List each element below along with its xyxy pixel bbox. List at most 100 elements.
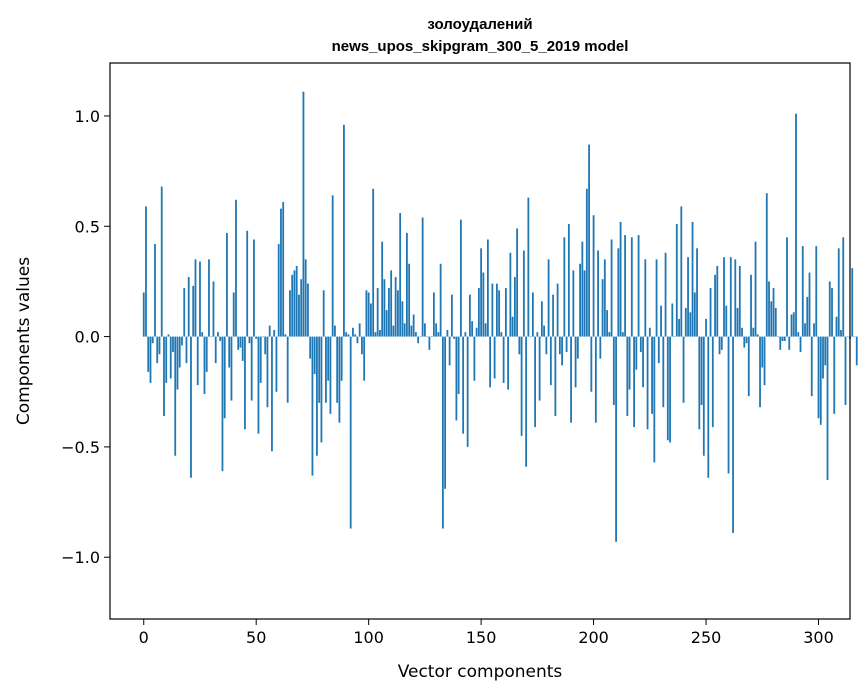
bar-74	[309, 336, 312, 359]
bar-107	[383, 279, 386, 337]
bar-128	[430, 336, 433, 338]
bar-151	[482, 272, 485, 337]
bar-188	[565, 336, 568, 353]
bar-38	[228, 336, 231, 368]
bar-170	[525, 336, 528, 467]
bar-87	[338, 336, 341, 423]
x-tick-label: 200	[578, 628, 609, 647]
bar-52	[259, 336, 262, 383]
bar-308	[835, 316, 838, 337]
bar-190	[570, 336, 572, 423]
bar-181	[549, 336, 552, 386]
bar-275	[761, 336, 764, 368]
bar-217	[630, 237, 633, 337]
bar-163	[509, 252, 512, 337]
bar-134	[444, 336, 447, 489]
bar-233	[666, 336, 669, 441]
bar-44	[241, 336, 244, 361]
bar-200	[592, 215, 595, 337]
bar-169	[522, 250, 525, 337]
bar-73	[307, 283, 309, 337]
x-axis-ticks: 0 50 100 150 200 250 300	[139, 619, 834, 647]
bar-238	[678, 318, 680, 337]
bar-75	[311, 336, 314, 476]
bar-2	[147, 336, 150, 372]
bar-17	[181, 336, 183, 346]
bar-122	[417, 336, 420, 344]
bar-152	[484, 323, 487, 337]
bar-124	[421, 217, 424, 337]
bar-157	[495, 283, 498, 337]
bar-21	[190, 336, 192, 478]
bar-254	[714, 274, 716, 337]
bar-266	[741, 327, 743, 337]
bar-148	[475, 327, 478, 337]
bar-57	[271, 336, 273, 452]
bar-201	[594, 336, 597, 423]
bar-218	[633, 336, 635, 428]
bar-113	[397, 290, 399, 337]
bar-15	[176, 336, 179, 390]
bar-55	[266, 336, 269, 408]
bar-96	[358, 323, 361, 337]
bar-292	[799, 336, 802, 353]
bar-133	[441, 336, 444, 529]
bar-150	[480, 248, 483, 337]
bar-241	[684, 307, 687, 337]
bar-78	[318, 336, 321, 403]
bar-281	[774, 307, 777, 337]
bar-294	[804, 323, 806, 337]
bar-272	[754, 241, 757, 337]
bar-183	[554, 336, 557, 417]
bar-54	[264, 336, 267, 355]
bar-185	[558, 336, 561, 355]
bar-30	[210, 336, 213, 338]
bar-179	[545, 336, 548, 355]
bar-72	[304, 259, 307, 337]
bar-246	[696, 248, 698, 337]
bar-59	[275, 336, 278, 392]
chart-title-line2: news_upos_skipgram_300_5_2019 model	[332, 38, 629, 55]
bar-153	[486, 239, 489, 337]
bar-24	[196, 336, 199, 386]
bar-125	[423, 323, 426, 337]
bar-215	[626, 336, 629, 417]
bar-227	[653, 336, 656, 463]
bar-312	[844, 336, 847, 405]
bar-229	[657, 336, 660, 364]
bar-130	[435, 323, 438, 337]
bar-234	[669, 336, 671, 443]
bar-167	[518, 336, 521, 355]
bar-11	[167, 334, 170, 337]
bar-104	[376, 288, 379, 337]
bar-273	[756, 334, 759, 337]
bar-264	[736, 307, 739, 337]
bar-33	[217, 332, 219, 337]
bar-313	[846, 336, 849, 338]
bar-132	[439, 263, 442, 337]
bar-172	[529, 336, 532, 338]
bar-5	[154, 243, 156, 337]
bar-214	[624, 235, 626, 337]
bar-95	[356, 336, 359, 344]
bar-116	[403, 323, 406, 337]
bar-12	[169, 336, 172, 379]
bar-250	[705, 318, 707, 337]
bar-315	[851, 268, 854, 337]
bar-160	[502, 336, 505, 383]
bar-282	[777, 336, 779, 338]
bar-136	[448, 336, 451, 366]
bar-121	[415, 332, 417, 337]
bar-165	[513, 277, 516, 337]
bar-35	[221, 336, 224, 472]
bar-65	[289, 290, 291, 337]
x-tick-label: 150	[466, 628, 497, 647]
bar-204	[601, 279, 604, 337]
bar-299	[815, 246, 818, 337]
bar-139	[455, 336, 458, 421]
bar-31	[212, 281, 215, 337]
bar-279	[770, 301, 773, 337]
bar-series	[142, 91, 858, 542]
bar-213	[621, 332, 624, 337]
bar-249	[702, 336, 705, 456]
